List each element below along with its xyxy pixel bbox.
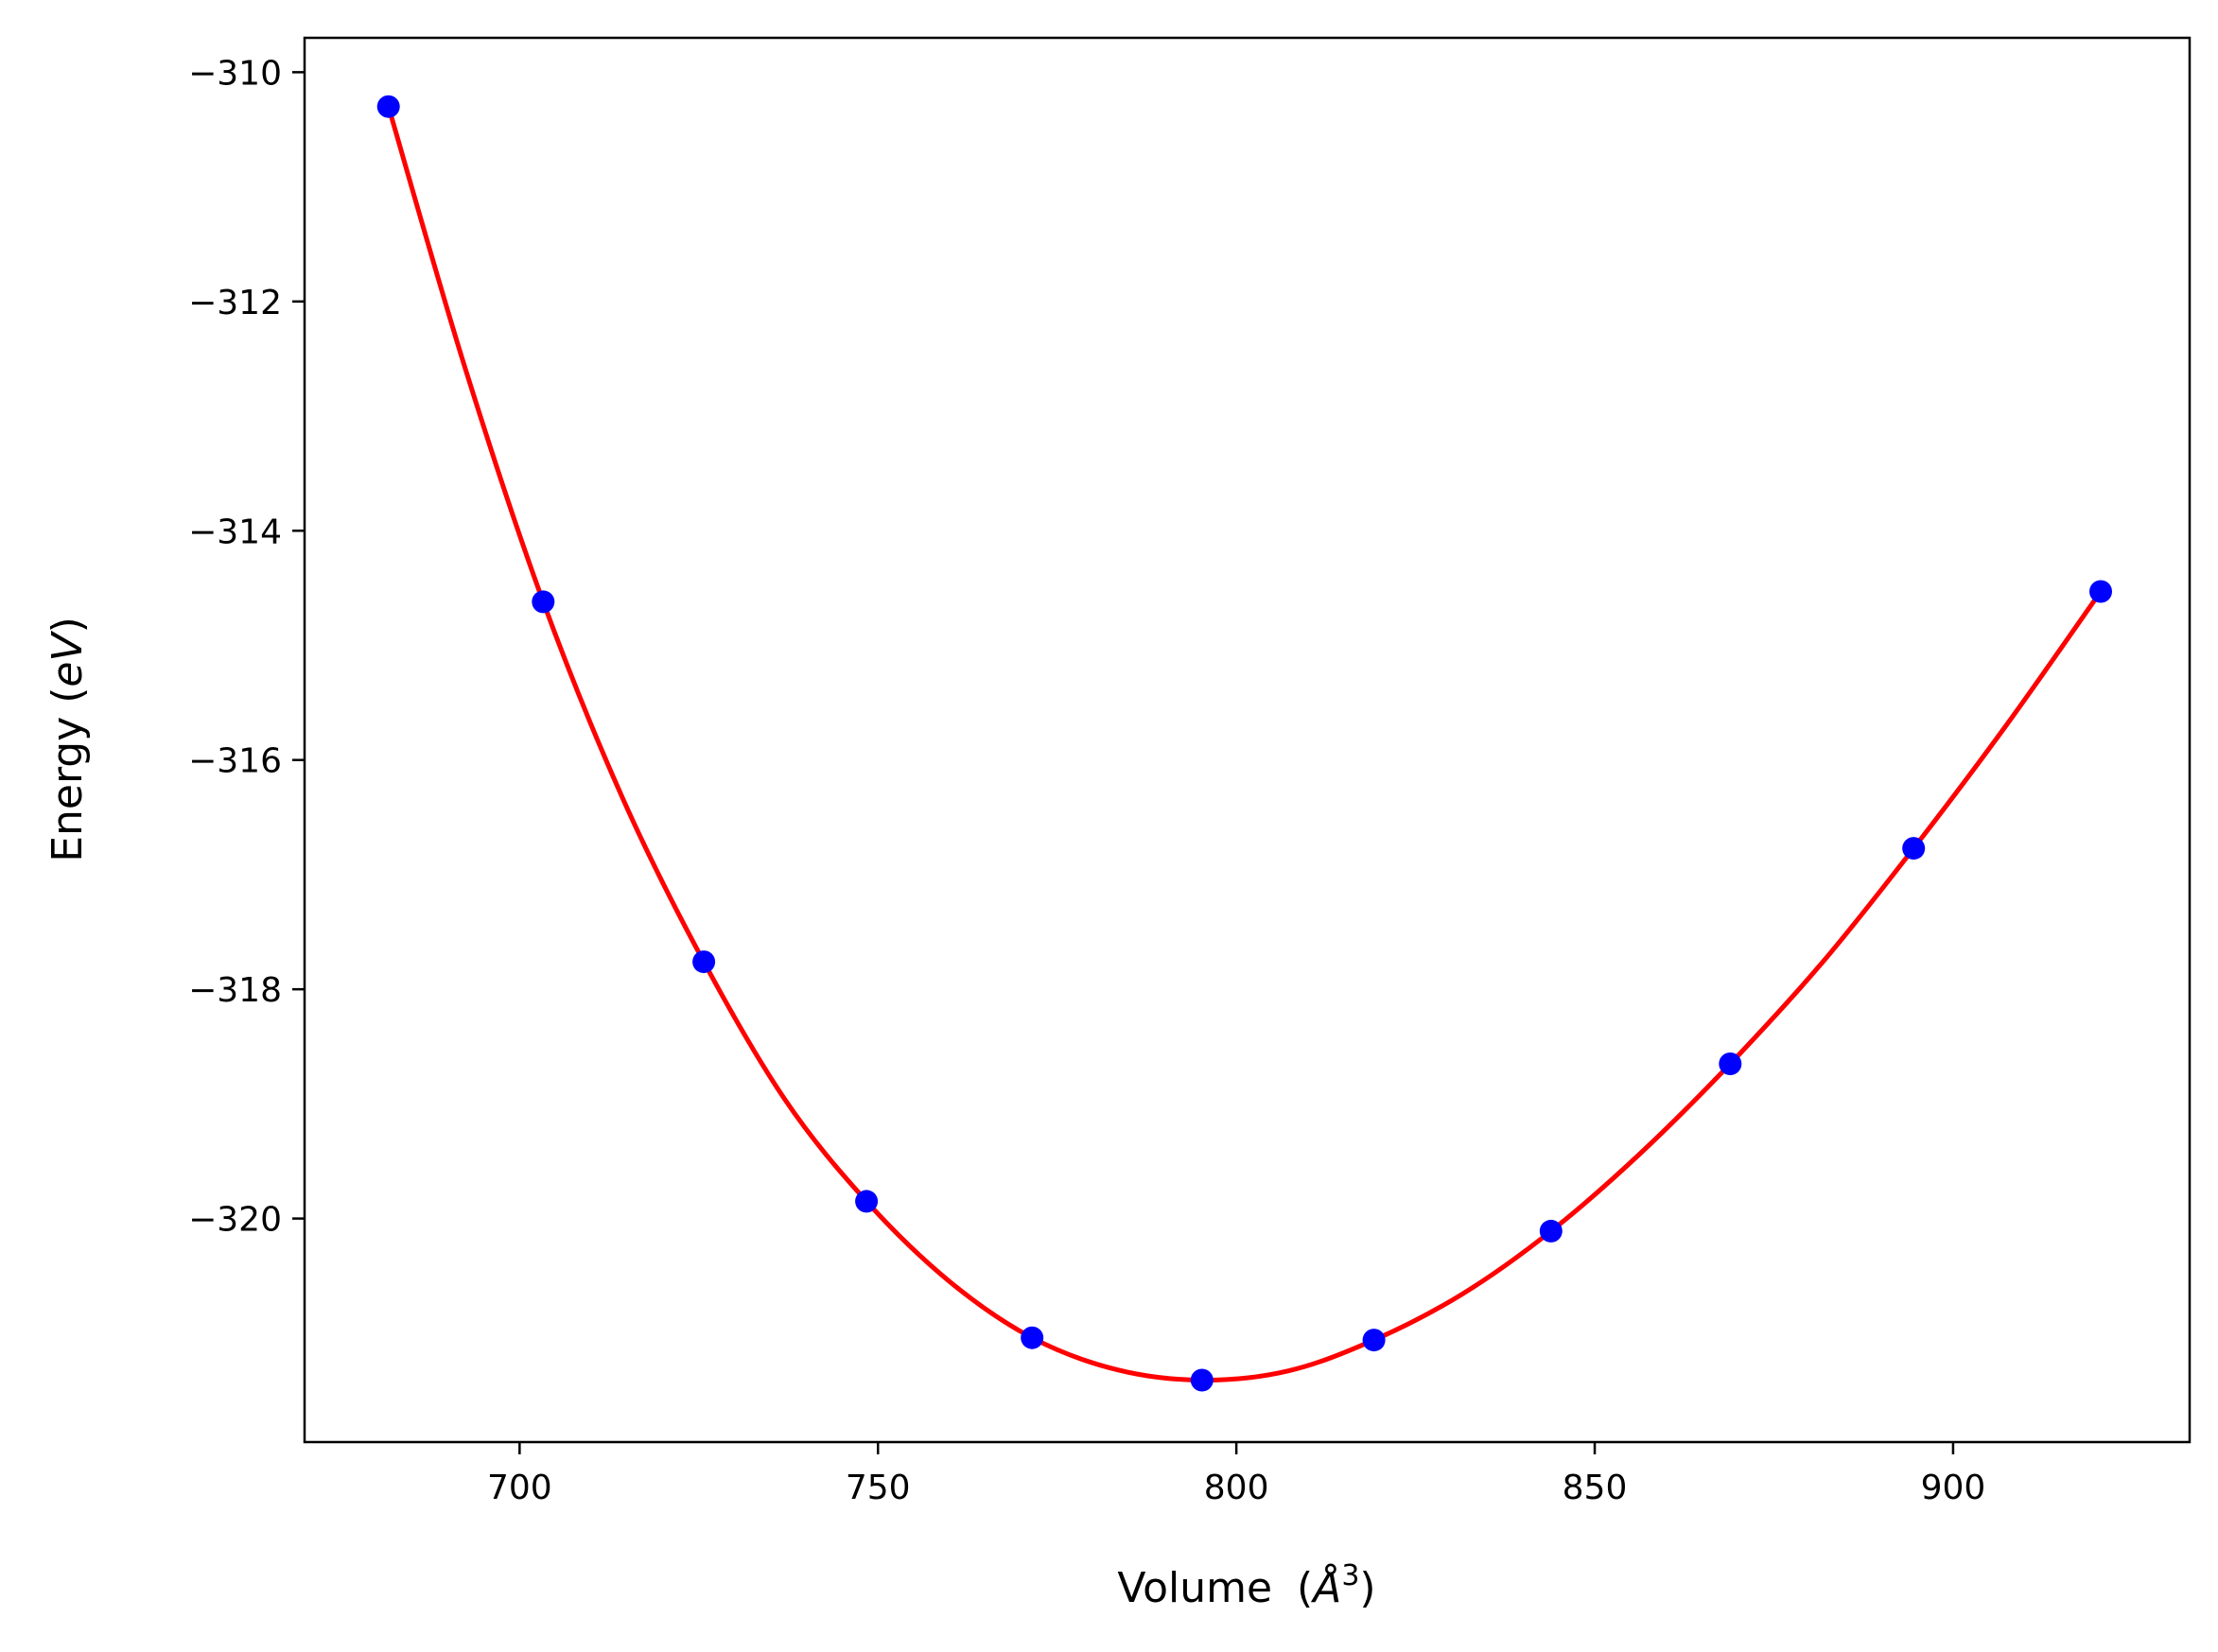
data-point: [532, 590, 555, 614]
x-axis-label-text: Volume: [1117, 1564, 1272, 1612]
y-tick-label: −314: [188, 513, 282, 551]
fit-curve-line: [386, 105, 2104, 1383]
y-tick-label: −310: [188, 54, 282, 93]
x-tick-label: 800: [1204, 1469, 1269, 1507]
data-point: [1021, 1326, 1044, 1349]
y-tick-label: −316: [188, 742, 282, 781]
data-point: [1362, 1329, 1386, 1352]
x-tick-label: 850: [1563, 1469, 1628, 1507]
x-tick-label: 700: [487, 1469, 552, 1507]
fit-curve-layer: [386, 105, 2104, 1383]
y-axis: −310 −312 −314 −316 −318 −320: [188, 54, 305, 1240]
x-tick-label: 750: [846, 1469, 911, 1507]
data-point: [692, 950, 716, 974]
y-tick-label: −312: [188, 284, 282, 322]
data-point: [2089, 580, 2112, 603]
plot-area: [303, 36, 2192, 1444]
x-axis: 700 750 800 850 900: [487, 1442, 1985, 1507]
x-tick-label: 900: [1921, 1469, 1986, 1507]
data-point: [1539, 1219, 1563, 1243]
y-axis-label: Energy (eV): [44, 617, 92, 862]
data-point: [1190, 1368, 1214, 1392]
data-point: [1902, 837, 1926, 861]
data-points-layer: [376, 95, 2112, 1392]
data-point: [855, 1190, 879, 1213]
y-tick-label: −320: [188, 1201, 282, 1240]
y-tick-label: −318: [188, 971, 282, 1010]
data-point: [1719, 1052, 1742, 1075]
data-point: [376, 95, 400, 118]
x-axis-label: Volume (Å3): [1117, 1559, 1375, 1612]
